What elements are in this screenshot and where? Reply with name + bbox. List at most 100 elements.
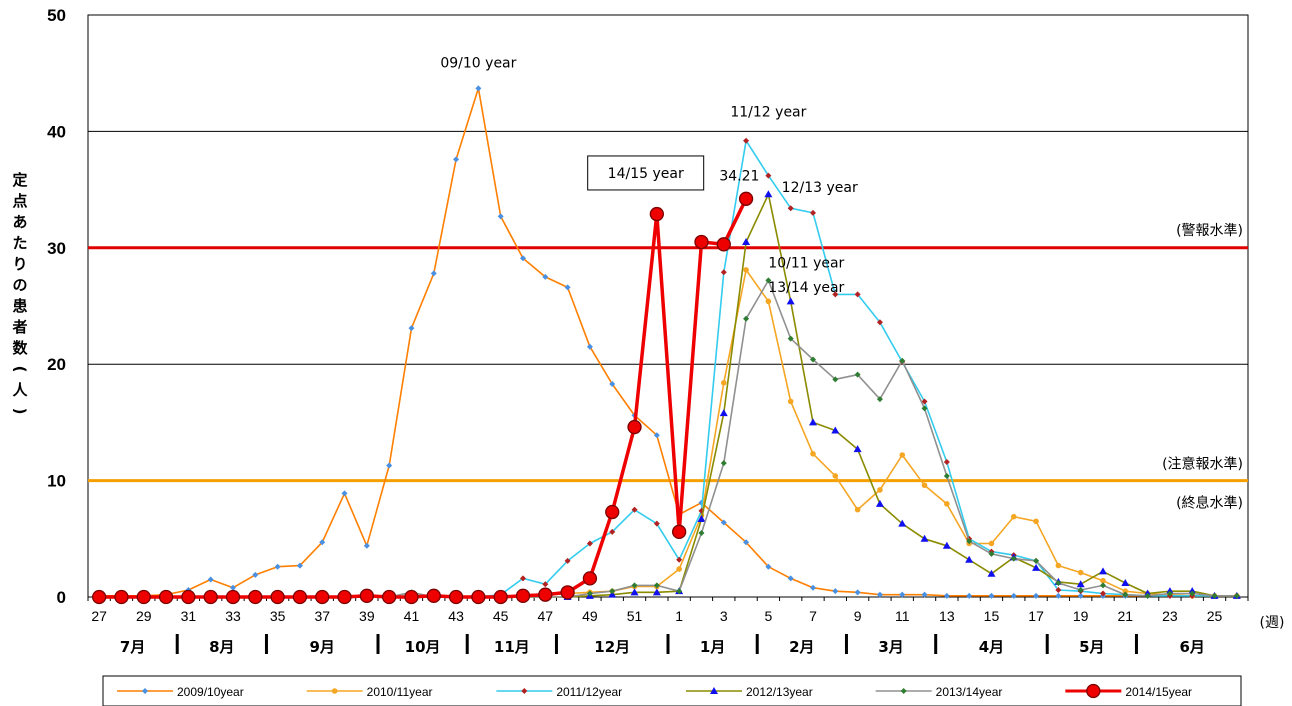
data-point — [1100, 590, 1106, 597]
data-point — [921, 482, 928, 489]
data-point — [899, 357, 906, 364]
data-point — [341, 490, 348, 497]
data-point — [765, 563, 772, 570]
data-point — [832, 376, 839, 383]
data-point — [832, 291, 839, 298]
y-axis-label-char: た — [12, 234, 27, 252]
x-tick-label: 7 — [809, 608, 817, 624]
data-point — [943, 458, 950, 465]
y-tick-label: 20 — [47, 355, 66, 374]
x-tick-label: 47 — [538, 608, 554, 624]
data-point — [382, 589, 397, 605]
data-point — [181, 589, 196, 605]
data-point — [542, 581, 549, 588]
data-point — [810, 584, 816, 591]
data-point — [1121, 579, 1130, 587]
series-annotation: 13/14 year — [768, 280, 844, 296]
x-tick-label: 5 — [764, 608, 772, 624]
data-point — [1033, 592, 1040, 599]
month-label: 5月 — [1079, 638, 1104, 656]
data-point — [230, 584, 236, 591]
data-point — [1055, 592, 1062, 599]
data-point — [319, 539, 326, 546]
data-point — [1055, 580, 1062, 587]
x-tick-label: 39 — [359, 608, 375, 624]
month-label: 12月 — [594, 638, 630, 656]
data-point — [765, 172, 772, 179]
data-point — [876, 396, 883, 403]
data-point — [136, 589, 151, 605]
x-tick-label: 11 — [895, 608, 910, 624]
data-point — [582, 571, 598, 586]
data-point — [564, 557, 571, 564]
data-point — [943, 472, 950, 479]
month-label: 2月 — [789, 638, 814, 656]
x-tick-label: 17 — [1028, 608, 1044, 624]
legend-marker — [521, 688, 528, 694]
series-annotation: 09/10 year — [440, 55, 516, 71]
month-label: 9月 — [310, 638, 335, 656]
legend-marker — [331, 688, 338, 694]
data-point — [810, 209, 816, 216]
data-point — [1077, 587, 1084, 594]
x-tick-label: 9 — [854, 608, 862, 624]
data-point — [743, 315, 750, 322]
data-point — [920, 534, 929, 542]
data-point — [966, 592, 973, 599]
x-tick-label: 25 — [1207, 608, 1223, 624]
data-point — [899, 452, 906, 458]
data-point — [676, 566, 682, 572]
data-point — [854, 589, 861, 596]
data-point — [631, 582, 638, 589]
y-axis-label-char: あ — [12, 213, 27, 231]
x-axis-unit: (週) — [1260, 615, 1285, 631]
legend-label: 2009/10year — [177, 685, 244, 699]
data-point — [853, 445, 862, 453]
data-point — [876, 591, 883, 598]
data-point — [252, 571, 259, 578]
y-axis-label-char: の — [12, 276, 27, 294]
data-point — [987, 569, 996, 577]
data-point — [609, 588, 616, 595]
legend-label: 2014/15year — [1125, 685, 1192, 699]
data-point — [207, 576, 214, 583]
data-point — [832, 588, 839, 595]
data-point — [586, 343, 593, 350]
data-point — [560, 585, 575, 600]
data-point — [899, 591, 906, 598]
data-point — [430, 270, 437, 277]
data-point — [542, 273, 549, 280]
data-point — [203, 589, 218, 605]
x-tick-label: 49 — [582, 608, 598, 624]
data-point — [315, 589, 330, 605]
data-point — [337, 589, 352, 605]
data-point — [720, 460, 727, 467]
data-point — [92, 589, 107, 605]
data-point — [1055, 562, 1062, 569]
data-point — [787, 398, 794, 405]
y-axis-label-char: 人 — [12, 381, 28, 399]
data-point — [965, 555, 974, 563]
data-point — [1033, 518, 1039, 525]
data-point — [627, 419, 642, 435]
data-point — [114, 589, 129, 605]
data-point — [676, 556, 683, 563]
plot-area — [87, 14, 1249, 598]
data-point — [787, 575, 794, 582]
x-tick-label: 13 — [939, 608, 955, 624]
data-point — [743, 539, 750, 546]
data-point — [586, 590, 593, 597]
data-point — [988, 550, 995, 557]
data-point — [1122, 588, 1129, 594]
y-axis-label-char: 患 — [12, 297, 27, 315]
data-point — [1010, 555, 1017, 562]
data-point — [876, 319, 883, 326]
series-line-2009/10year — [99, 87, 1237, 597]
data-point — [386, 462, 393, 469]
data-point — [1033, 557, 1040, 564]
data-point — [564, 284, 571, 291]
y-axis-label-char: 点 — [12, 192, 27, 210]
y-axis-label-char: ) — [11, 408, 29, 415]
data-point — [605, 504, 620, 520]
data-point — [943, 592, 950, 599]
